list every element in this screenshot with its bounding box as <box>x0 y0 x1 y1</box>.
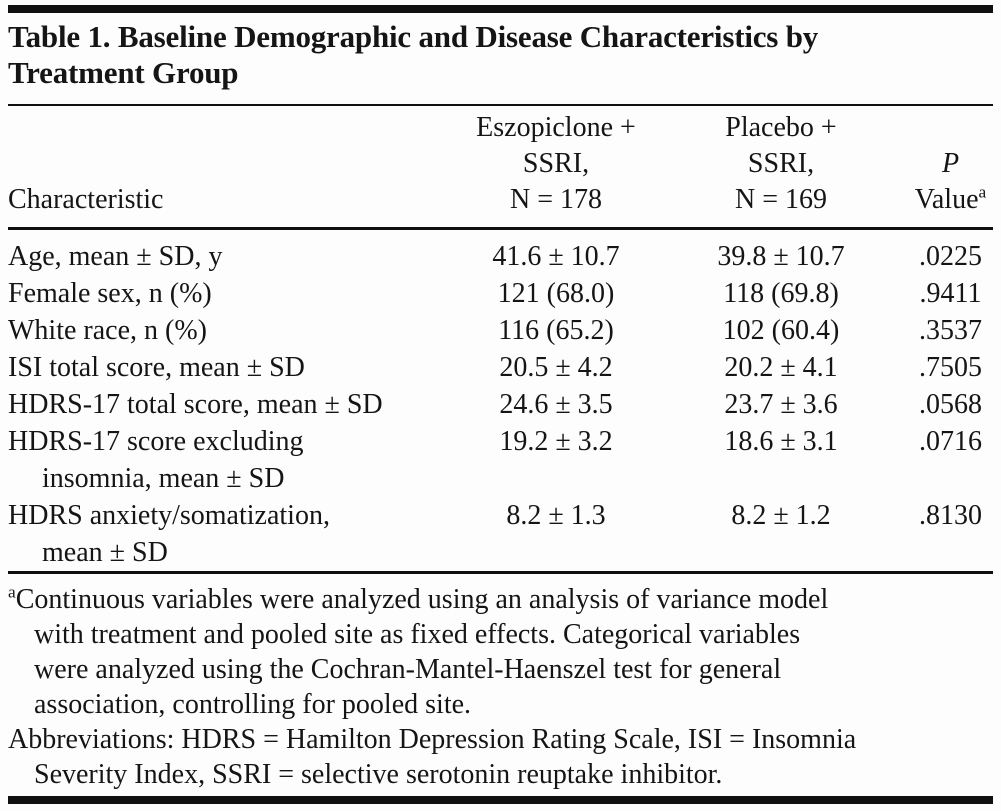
row-label: ISI total score, mean ± SD <box>8 349 458 386</box>
footnote-line: were analyzed using the Cochran-Mantel-H… <box>8 652 993 687</box>
row-label-line1: Female sex, n (%) <box>8 278 212 309</box>
eszopiclone-header-line1: Eszopiclone + <box>476 112 636 143</box>
footnote-divider-rule <box>8 571 993 574</box>
table-row: White race, n (%) 116 (65.2) 102 (60.4) … <box>8 312 993 349</box>
row-label-line1: Age, mean ± SD, y <box>8 241 223 272</box>
cell-p-value: .0568 <box>919 389 982 420</box>
row-label-line1: ISI total score, mean ± SD <box>8 352 305 383</box>
row-label-line2: mean ± SD <box>42 537 168 568</box>
column-header-eszopiclone: Eszopiclone + SSRI, N = 178 <box>458 110 654 218</box>
cell-placebo-value: 102 (60.4) <box>722 315 840 346</box>
p-value-superscript: a <box>978 182 987 202</box>
cell-eszopiclone-value: 20.5 ± 4.2 <box>499 352 613 383</box>
row-label: HDRS anxiety/somatization, mean ± SD <box>8 497 458 571</box>
table-row: HDRS-17 total score, mean ± SD 24.6 ± 3.… <box>8 386 993 423</box>
cell-placebo-value: 39.8 ± 10.7 <box>717 241 845 272</box>
column-header-characteristic: Characteristic <box>8 184 164 215</box>
footnote-line: aContinuous variables were analyzed usin… <box>8 582 993 617</box>
table-row: HDRS anxiety/somatization, mean ± SD 8.2… <box>8 497 993 571</box>
cell-p-value: .8130 <box>919 500 982 531</box>
table-row: Female sex, n (%) 121 (68.0) 118 (69.8) … <box>8 275 993 312</box>
placebo-header-line1: Placebo + <box>725 112 837 143</box>
row-label-line1: White race, n (%) <box>8 315 207 346</box>
p-value-word: Value <box>914 184 979 215</box>
cell-eszopiclone-value: 24.6 ± 3.5 <box>499 389 613 420</box>
table-title-line2: Treatment Group <box>8 55 239 90</box>
cell-placebo-value: 23.7 ± 3.6 <box>724 389 838 420</box>
table-title: Table 1. Baseline Demographic and Diseas… <box>8 19 993 91</box>
footnote-text: Abbreviations: HDRS = Hamilton Depressio… <box>8 724 857 755</box>
footnote-block: aContinuous variables were analyzed usin… <box>8 574 993 792</box>
cell-p-value: .0225 <box>919 241 982 272</box>
cell-placebo-value: 18.6 ± 3.1 <box>724 426 838 457</box>
footnote-line: Abbreviations: HDRS = Hamilton Depressio… <box>8 722 993 757</box>
journal-table-page: Table 1. Baseline Demographic and Diseas… <box>0 5 1001 804</box>
table-title-line1: Table 1. Baseline Demographic and Diseas… <box>8 19 819 54</box>
footnote-line: with treatment and pooled site as fixed … <box>8 617 993 652</box>
footnote-line: Severity Index, SSRI = selective seroton… <box>8 757 993 792</box>
row-label: HDRS-17 total score, mean ± SD <box>8 386 458 423</box>
cell-p-value: .9411 <box>919 278 982 309</box>
table-row: Age, mean ± SD, y 41.6 ± 10.7 39.8 ± 10.… <box>8 238 993 275</box>
column-header-placebo: Placebo + SSRI, N = 169 <box>654 110 908 218</box>
row-label-line1: HDRS anxiety/somatization, <box>8 500 330 531</box>
title-divider-rule <box>8 104 993 106</box>
bottom-rule-bar <box>8 796 993 804</box>
placebo-header-line3: N = 169 <box>734 184 827 215</box>
row-label: White race, n (%) <box>8 312 458 349</box>
footnote-text: were analyzed using the Cochran-Mantel-H… <box>34 654 782 685</box>
cell-p-value: .0716 <box>919 426 982 457</box>
cell-eszopiclone-value: 19.2 ± 3.2 <box>499 426 613 457</box>
row-label-line2: insomnia, mean ± SD <box>42 463 285 494</box>
cell-placebo-value: 118 (69.8) <box>723 278 839 309</box>
table-row: HDRS-17 score excluding insomnia, mean ±… <box>8 423 993 497</box>
eszopiclone-header-line3: N = 178 <box>509 184 602 215</box>
cell-p-value: .3537 <box>919 315 982 346</box>
cell-placebo-value: 20.2 ± 4.1 <box>724 352 838 383</box>
cell-placebo-value: 8.2 ± 1.2 <box>731 500 831 531</box>
row-label: Age, mean ± SD, y <box>8 238 458 275</box>
cell-eszopiclone-value: 121 (68.0) <box>497 278 615 309</box>
table-header-row: Characteristic Eszopiclone + SSRI, N = 1… <box>8 106 993 230</box>
footnote-text: association, controlling for pooled site… <box>34 689 472 720</box>
footnote-text: with treatment and pooled site as fixed … <box>34 619 801 650</box>
footnote-superscript: a <box>8 582 16 602</box>
eszopiclone-header-line2: SSRI, <box>522 148 590 179</box>
footnote-line: association, controlling for pooled site… <box>8 687 993 722</box>
cell-eszopiclone-value: 41.6 ± 10.7 <box>492 241 620 272</box>
p-header-line2: Valuea <box>908 182 993 218</box>
cell-eszopiclone-value: 116 (65.2) <box>498 315 614 346</box>
cell-eszopiclone-value: 8.2 ± 1.3 <box>506 500 606 531</box>
column-header-p-value: P Valuea <box>908 146 993 218</box>
row-label: Female sex, n (%) <box>8 275 458 312</box>
placebo-header-line2: SSRI, <box>747 148 815 179</box>
cell-p-value: .7505 <box>919 352 982 383</box>
footnote-text: Severity Index, SSRI = selective seroton… <box>34 759 723 790</box>
p-header-line1: P <box>941 148 960 179</box>
table-row: ISI total score, mean ± SD 20.5 ± 4.2 20… <box>8 349 993 386</box>
row-label-line1: HDRS-17 score excluding <box>8 426 304 457</box>
table-body: Age, mean ± SD, y 41.6 ± 10.7 39.8 ± 10.… <box>8 230 993 571</box>
footnote-text: Continuous variables were analyzed using… <box>15 584 829 615</box>
top-rule-bar <box>8 5 993 13</box>
row-label: HDRS-17 score excluding insomnia, mean ±… <box>8 423 458 497</box>
row-label-line1: HDRS-17 total score, mean ± SD <box>8 389 383 420</box>
